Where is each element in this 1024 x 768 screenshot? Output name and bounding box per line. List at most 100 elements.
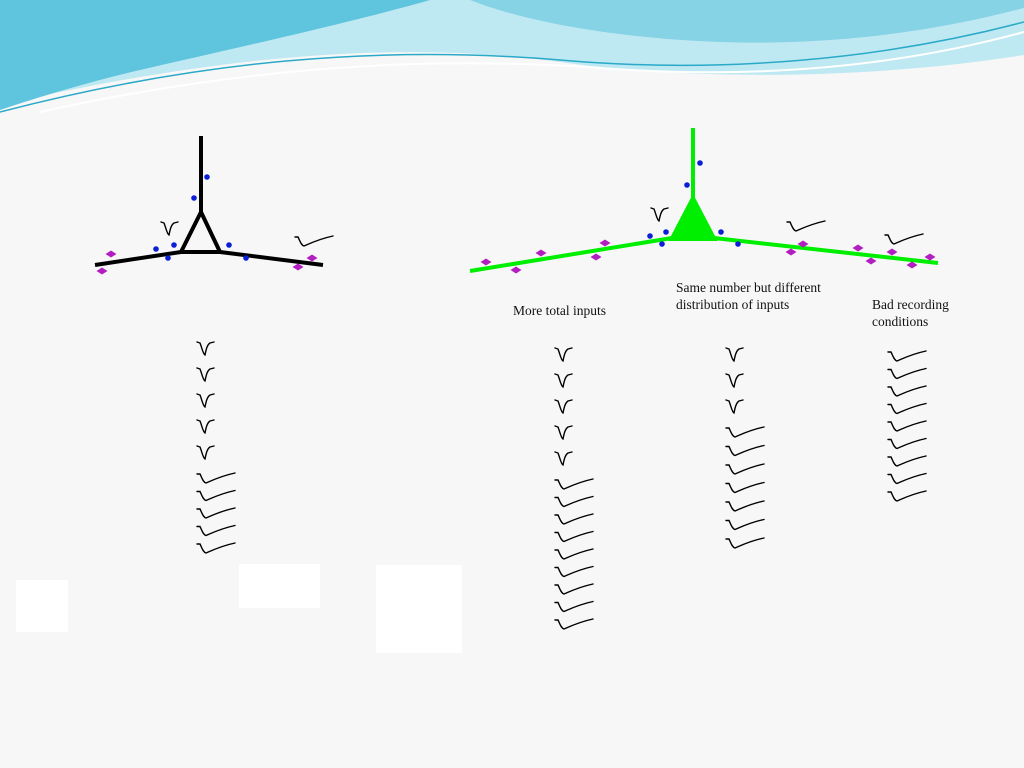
synapse-marker-magenta: [105, 250, 117, 258]
epsc-trace-slow: [887, 402, 927, 415]
label-same-number: Same number but different distribution o…: [676, 280, 821, 312]
epsc-trace-slow: [887, 437, 927, 450]
synapse-dot-blue: [243, 255, 249, 261]
epsc-trace-fast: [196, 341, 215, 357]
epsc-trace-slow: [725, 426, 765, 438]
epsc-trace-slow: [554, 530, 594, 543]
epsc-trace-example-slow: [884, 233, 924, 245]
epsc-trace-fast: [725, 373, 744, 389]
epsc-trace-example-fast: [650, 207, 669, 223]
neuron-baseline: [94, 136, 324, 267]
blank-panel-1: [16, 580, 68, 632]
synapse-marker-magenta: [535, 249, 547, 257]
left-dendrite: [469, 236, 673, 273]
epsc-trace-fast: [554, 347, 573, 363]
synapse-marker-magenta: [797, 240, 809, 248]
synapse-dot-blue: [663, 229, 669, 235]
synapse-dot-blue: [735, 241, 741, 247]
synapse-marker-magenta: [886, 248, 898, 256]
epsc-trace-slow: [725, 481, 765, 494]
synapse-dot-blue: [647, 233, 653, 239]
synapse-dot-blue: [171, 242, 177, 248]
epsc-traces: [160, 207, 927, 630]
right-dendrite: [219, 250, 324, 267]
blank-panel-2: [239, 564, 320, 608]
epsc-trace-slow: [554, 513, 594, 525]
epsc-trace-slow: [725, 500, 765, 512]
soma-outline: [179, 210, 222, 254]
synapse-marker-magenta: [510, 266, 522, 274]
epsc-trace-fast: [554, 399, 573, 415]
epsc-trace-fast: [554, 451, 573, 467]
synapse-marker-magenta: [852, 244, 864, 252]
synapse-dot-blue: [684, 182, 690, 188]
epsc-trace-slow: [554, 565, 594, 578]
synapse-marker-magenta: [590, 253, 602, 261]
epsc-trace-slow: [196, 472, 236, 484]
epsc-trace-fast: [196, 367, 215, 383]
epsc-trace-fast: [725, 347, 744, 363]
label-bad-recording: Bad recording conditions: [872, 297, 949, 329]
epsc-trace-slow: [554, 495, 594, 508]
synapse-marker-magenta: [292, 263, 304, 271]
synapse-markers: [96, 160, 936, 275]
synapse-marker-magenta: [96, 267, 108, 275]
left-dendrite: [94, 250, 182, 267]
banner-wave-main: [0, 0, 1024, 43]
header-banner: [0, 0, 1024, 113]
synapse-marker-magenta: [480, 258, 492, 266]
epsc-trace-slow: [887, 420, 927, 432]
epsc-trace-slow: [554, 600, 594, 613]
soma-filled: [668, 193, 718, 241]
synapse-dot-blue: [204, 174, 210, 180]
synapse-marker-magenta: [306, 254, 318, 262]
synapse-dot-blue: [226, 242, 232, 248]
epsc-trace-example-fast: [160, 221, 179, 237]
epsc-trace-slow: [554, 478, 594, 490]
banner-swoosh-line-2: [39, 31, 1024, 113]
synapse-dot-blue: [153, 246, 159, 252]
epsc-trace-slow: [887, 350, 927, 362]
epsc-trace-fast: [554, 425, 573, 441]
epsc-trace-slow: [554, 618, 594, 630]
epsc-trace-slow: [196, 507, 236, 519]
epsc-trace-slow: [887, 455, 927, 467]
synapse-dot-blue: [697, 160, 703, 166]
blank-panel-3: [376, 565, 462, 653]
epsc-trace-fast: [725, 399, 744, 415]
epsc-trace-slow: [554, 583, 594, 595]
epsc-trace-slow: [725, 537, 765, 549]
epsc-trace-slow: [196, 524, 236, 537]
neuron-modified: [469, 128, 939, 273]
epsc-trace-slow: [725, 463, 765, 475]
synapse-marker-magenta: [924, 253, 936, 261]
epsc-trace-slow: [554, 548, 594, 560]
epsc-trace-slow: [196, 542, 236, 554]
synapse-marker-magenta: [865, 257, 877, 265]
epsc-trace-slow: [887, 367, 927, 380]
epsc-trace-fast: [196, 393, 215, 409]
epsc-trace-fast: [196, 419, 215, 435]
banner-wave-dark: [0, 0, 430, 110]
synapse-marker-magenta: [785, 248, 797, 256]
banner-swoosh-line: [0, 21, 1024, 113]
epsc-trace-slow: [196, 489, 236, 502]
epsc-trace-fast: [196, 445, 215, 461]
epsc-trace-example-slow: [294, 235, 334, 247]
synapse-marker-magenta: [599, 239, 611, 247]
label-more-inputs: More total inputs: [513, 303, 606, 318]
epsc-trace-slow: [887, 385, 927, 397]
right-dendrite: [713, 236, 939, 265]
epsc-trace-slow: [887, 472, 927, 485]
synapse-dot-blue: [191, 195, 197, 201]
synapse-dot-blue: [718, 229, 724, 235]
epsc-trace-fast: [554, 373, 573, 389]
synapse-dot-blue: [659, 241, 665, 247]
epsc-trace-slow: [725, 444, 765, 457]
epsc-trace-slow: [887, 490, 927, 502]
epsc-trace-example-slow: [786, 220, 826, 232]
synapse-marker-magenta: [906, 261, 918, 269]
epsc-trace-slow: [725, 518, 765, 531]
synapse-dot-blue: [165, 255, 171, 261]
